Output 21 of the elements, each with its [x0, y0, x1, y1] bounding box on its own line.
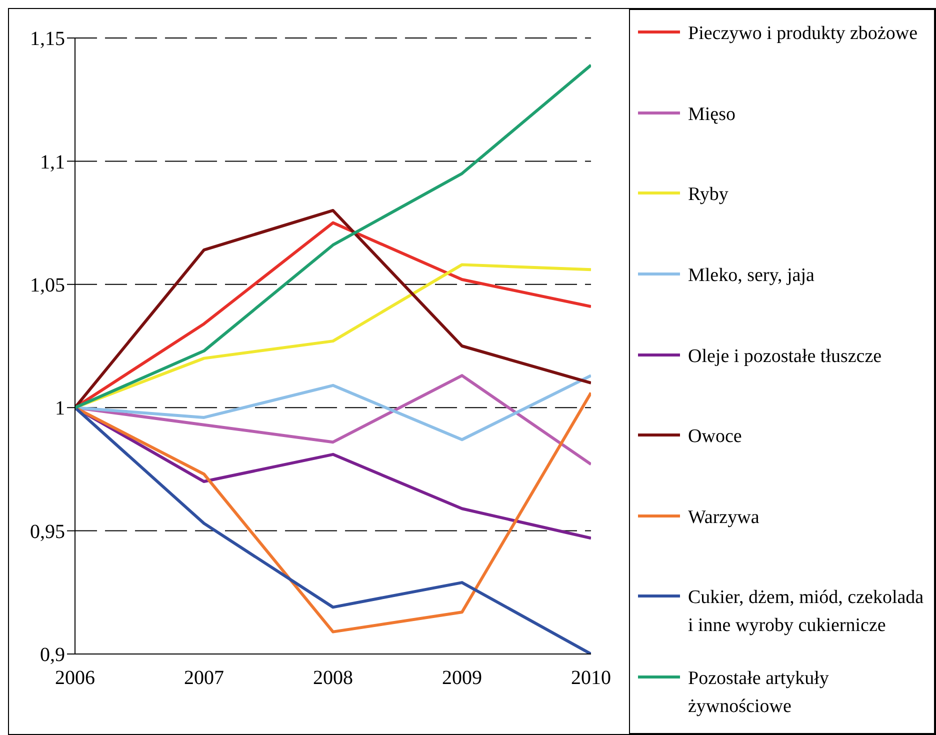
y-tick-label: 1,05 [30, 274, 65, 296]
x-tick-label: 2010 [571, 667, 611, 690]
legend-label: Ryby [688, 183, 728, 208]
x-tick-label: 2006 [55, 667, 95, 690]
x-tick-label: 2009 [442, 667, 482, 690]
y-tick-label: 1,1 [40, 151, 65, 174]
legend-label: Cukier, dżem, miód, czekolada i inne wyroby cukiernicze [688, 586, 925, 638]
legend-label: Warzywa [688, 506, 760, 530]
y-tick-label: 0,9 [40, 644, 65, 666]
legend-label: Mleko, sery, jaja [688, 264, 814, 288]
legend-label: Mięso [688, 102, 736, 127]
line-series [75, 64, 591, 410]
y-tick-label: 0,95 [30, 520, 65, 543]
legend-label: Pozostałe artykuły żywnościowe [688, 667, 830, 719]
y-tick-label: 1 [55, 398, 65, 420]
legend-label: Oleje i pozostałe tłuszcze [688, 344, 882, 368]
legend-label: Owoce [688, 425, 742, 450]
y-tick-label: 1,15 [30, 28, 65, 50]
x-tick-label: 2007 [184, 667, 224, 690]
legend-label: Pieczywo i produkty zbożowe [688, 22, 918, 46]
x-tick-label: 2008 [313, 667, 353, 690]
